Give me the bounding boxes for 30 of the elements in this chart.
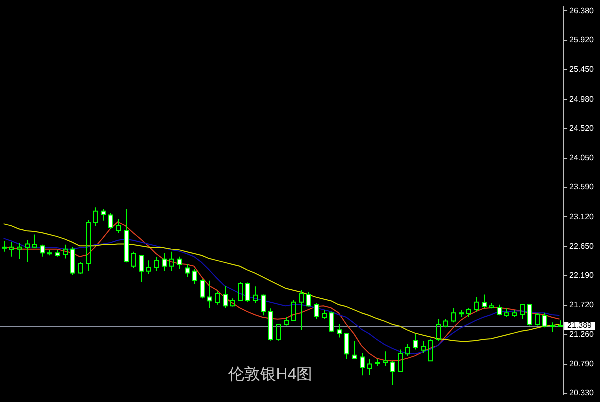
y-tick-label: 23.120 bbox=[570, 212, 595, 222]
y-tick-label: 20.330 bbox=[570, 388, 595, 398]
y-tick-label: 25.450 bbox=[570, 65, 595, 74]
ref-line-label: 21.389 bbox=[568, 321, 593, 330]
candlestick bbox=[86, 220, 91, 272]
y-tick-label: 25.920 bbox=[570, 35, 595, 44]
candlestick bbox=[299, 290, 304, 331]
y-tick-label: 26.380 bbox=[570, 6, 595, 16]
candlestick bbox=[116, 218, 121, 234]
candlestick bbox=[25, 240, 30, 262]
candlestick bbox=[17, 242, 22, 260]
y-tick-label: 22.190 bbox=[570, 271, 595, 280]
candlestick bbox=[253, 286, 258, 304]
candlestick bbox=[367, 358, 372, 376]
candlestick bbox=[2, 240, 7, 252]
candlestick bbox=[383, 351, 388, 367]
y-tick-label: 23.590 bbox=[570, 182, 595, 192]
text: 伦敦银H4图 bbox=[228, 366, 313, 384]
y-tick-label: 24.980 bbox=[570, 94, 595, 104]
candlestick bbox=[32, 234, 37, 248]
y-tick-label: 21.260 bbox=[570, 330, 595, 339]
y-tick-label: 24.050 bbox=[570, 154, 595, 163]
y-tick-label: 21.720 bbox=[570, 300, 595, 310]
y-tick-label: 22.650 bbox=[570, 242, 595, 251]
candlestick bbox=[63, 244, 68, 260]
y-tick-label: 24.520 bbox=[570, 124, 595, 133]
y-tick-label: 20.790 bbox=[570, 359, 595, 368]
candlestick bbox=[146, 260, 151, 274]
candlestick bbox=[169, 251, 174, 272]
candlestick bbox=[9, 242, 14, 258]
